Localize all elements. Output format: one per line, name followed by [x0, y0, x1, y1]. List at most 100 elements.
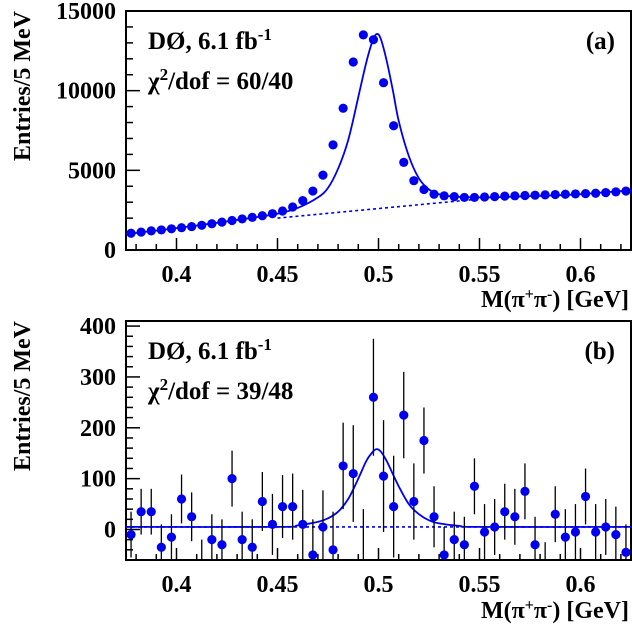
- data-point: [479, 192, 490, 202]
- data-point: [318, 522, 328, 532]
- x-tick-label: 0.6: [566, 262, 596, 288]
- data-point: [429, 189, 439, 199]
- data-point: [358, 30, 368, 40]
- data-point: [510, 191, 520, 201]
- data-point: [389, 121, 399, 131]
- data-point: [338, 461, 348, 471]
- y-axis-label: Entries/5 MeV: [10, 320, 36, 471]
- annotation-chi2-rest: /dof = 60/40: [167, 68, 293, 95]
- data-point: [500, 191, 510, 201]
- data-point: [166, 224, 177, 234]
- data-point: [439, 550, 449, 560]
- data-point: [146, 507, 156, 517]
- data-point: [591, 188, 601, 198]
- data-point: [580, 491, 591, 502]
- x-tick-label: 0.4: [162, 572, 192, 598]
- data-point: [580, 188, 591, 199]
- x-tick-label: 0.45: [257, 572, 299, 598]
- data-point: [459, 192, 469, 203]
- data-point: [469, 192, 480, 203]
- background-fit-line: [277, 198, 480, 219]
- y-tick-label: 100: [80, 467, 116, 493]
- data-point: [490, 522, 500, 532]
- x-axis-label-part: ) [GeV]: [552, 598, 629, 624]
- data-point: [389, 502, 399, 512]
- data-point: [318, 170, 328, 180]
- data-point: [449, 192, 459, 202]
- data-point: [156, 225, 166, 235]
- x-axis-label-sup: -: [547, 286, 552, 303]
- data-point: [601, 188, 611, 198]
- data-point: [459, 540, 469, 550]
- panel-label: (a): [586, 28, 615, 55]
- data-point: [419, 184, 429, 195]
- annotation-experiment-text: DØ, 6.1 fb: [148, 338, 258, 365]
- data-point: [267, 519, 278, 530]
- panel-b: 0.4 0.45 0.5 0.55 0.6 0 100 200 300 400 Entries/5 …: [10, 314, 632, 625]
- data-point: [378, 471, 389, 481]
- x-axis-label-sup: +: [525, 597, 534, 614]
- x-axis-label-part: M(π: [481, 287, 525, 313]
- annotation-chi2-sup: 2: [160, 65, 169, 84]
- x-axis-label: M(π+π-) [GeV]: [481, 286, 629, 314]
- data-point: [328, 545, 338, 555]
- data-point: [621, 547, 631, 557]
- x-axis-label-sup: +: [525, 286, 534, 303]
- data-point: [601, 522, 611, 532]
- y-axis-label: Entries/5 MeV: [10, 10, 36, 161]
- data-point: [550, 189, 560, 200]
- x-axis-label-sup: -: [547, 597, 552, 614]
- data-point: [560, 189, 570, 199]
- annotation-chi2-rest: /dof = 39/48: [167, 378, 293, 405]
- data-point: [136, 507, 146, 517]
- data-point: [429, 512, 439, 522]
- data-point: [368, 392, 379, 402]
- data-point: [207, 535, 217, 545]
- data-point: [217, 217, 227, 227]
- data-point: [591, 527, 601, 537]
- annotation-chi2-sup: 2: [160, 375, 169, 394]
- data-point: [611, 187, 621, 197]
- x-tick-label: 0.55: [459, 572, 501, 598]
- data-point: [348, 468, 358, 479]
- signal-fit-curve: [125, 448, 632, 528]
- data-point: [520, 486, 530, 496]
- data-point: [308, 186, 318, 196]
- data-point: [288, 202, 298, 212]
- data-point: [500, 507, 510, 517]
- x-tick-label: 0.45: [257, 262, 299, 288]
- data-point: [510, 512, 520, 522]
- x-tick-label: 0.6: [566, 572, 596, 598]
- x-tick-label: 0.55: [459, 262, 501, 288]
- data-point: [237, 214, 247, 224]
- data-point: [368, 35, 379, 45]
- data-point: [399, 410, 409, 420]
- x-tick-label: 0.5: [364, 262, 394, 288]
- data-point: [298, 196, 308, 206]
- annotation-experiment: DØ, 6.1 fb-1: [148, 25, 272, 56]
- data-point: [308, 550, 318, 560]
- data-point: [288, 502, 298, 512]
- data-point: [530, 190, 540, 200]
- data-point: [136, 227, 146, 237]
- x-tick-label: 0.4: [162, 262, 192, 288]
- panel-a: 0.4 0.45 0.5 0.55 0.6 0 5000 10000 15000 Entries/…: [10, 0, 632, 314]
- data-point: [399, 157, 409, 167]
- data-point: [217, 540, 227, 550]
- data-point: [257, 496, 267, 507]
- data-point: [621, 186, 631, 196]
- data-point: [277, 502, 288, 512]
- y-tick-label: 15000: [56, 0, 116, 25]
- data-point: [490, 192, 500, 202]
- data-point: [267, 209, 278, 219]
- x-axis-label: M(π+π-) [GeV]: [481, 597, 629, 625]
- data-point: [176, 494, 187, 504]
- panel-label: (b): [584, 338, 615, 365]
- annotation-chi2: χ2/dof = 39/48: [147, 375, 293, 406]
- data-point: [197, 220, 207, 230]
- annotation-experiment: DØ, 6.1 fb-1: [148, 335, 272, 366]
- data-point: [419, 435, 429, 446]
- data-point: [187, 512, 197, 522]
- signal-fit-curve: [125, 33, 632, 235]
